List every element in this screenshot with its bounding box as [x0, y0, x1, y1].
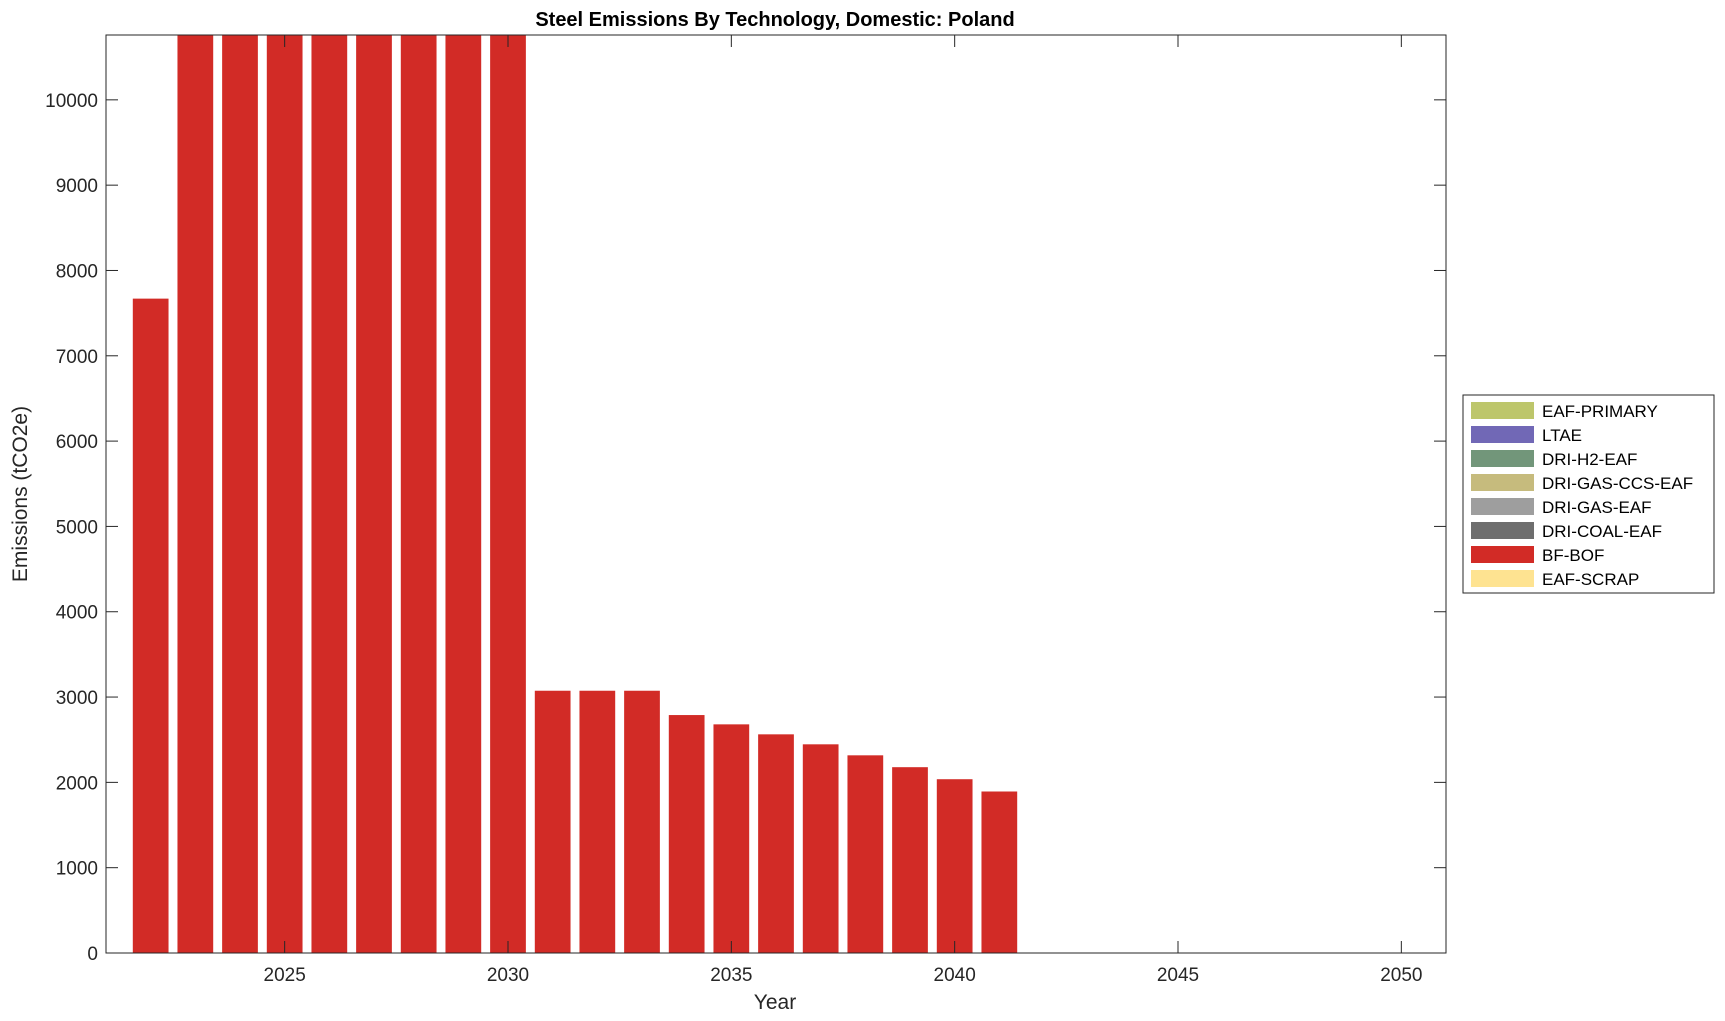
- bar-bf-bof-2033: [624, 690, 660, 953]
- legend-swatch-eaf-scrap: [1471, 570, 1534, 587]
- bar-bf-bof-2037: [802, 744, 839, 953]
- legend-swatch-dri-coal-eaf: [1471, 522, 1534, 539]
- legend-label-bf-bof: BF-BOF: [1542, 546, 1604, 565]
- legend-swatch-eaf-primary: [1471, 402, 1534, 419]
- y-tick-label: 7000: [56, 347, 98, 368]
- bar-bf-bof-2024: [222, 35, 258, 953]
- bar-bf-bof-2034: [668, 715, 705, 953]
- bar-bf-bof-2032: [579, 690, 616, 953]
- legend-label-dri-coal-eaf: DRI-COAL-EAF: [1542, 522, 1662, 541]
- y-tick-label: 10000: [45, 91, 98, 112]
- bar-bf-bof-2028: [400, 35, 437, 953]
- y-tick-label: 3000: [56, 688, 98, 709]
- bar-bf-bof-2023: [177, 35, 214, 953]
- y-tick-label: 2000: [56, 773, 98, 794]
- bar-bf-bof-2038: [847, 755, 884, 953]
- legend-label-eaf-primary: EAF-PRIMARY: [1542, 402, 1658, 421]
- bar-bf-bof-2039: [892, 767, 928, 953]
- y-tick-label: 1000: [56, 859, 98, 880]
- legend-label-dri-gas-ccs-eaf: DRI-GAS-CCS-EAF: [1542, 474, 1693, 493]
- legend: EAF-PRIMARY LTAE DRI-H2-EAF DRI-GAS-CCS-EAF…: [1462, 394, 1715, 594]
- legend-label-eaf-scrap: EAF-SCRAP: [1542, 570, 1639, 589]
- bar-bf-bof-2040: [936, 779, 973, 953]
- legend-label-ltae: LTAE: [1542, 426, 1582, 445]
- bar-bf-bof-2035: [713, 724, 750, 953]
- x-tick-label: 2025: [264, 965, 306, 986]
- plot-box: [105, 34, 1447, 954]
- bar-bf-bof-2025: [266, 35, 303, 953]
- y-tick-label: 9000: [56, 176, 98, 197]
- legend-swatch-dri-gas-eaf: [1471, 498, 1534, 515]
- legend-label-dri-gas-eaf: DRI-GAS-EAF: [1542, 498, 1652, 517]
- x-tick-label: 2045: [1157, 965, 1199, 986]
- bars: [132, 35, 1018, 953]
- y-tick-label: 5000: [56, 517, 98, 538]
- legend-swatch-dri-h2-eaf: [1471, 450, 1534, 467]
- axes: 2025 2030 2035 2040 2045 2050 0 1000 2000 3000 400…: [45, 34, 1447, 986]
- x-tick-label: 2035: [710, 965, 752, 986]
- y-tick-label: 0: [87, 944, 98, 965]
- y-axis-label: Emissions (tCO2e): [9, 406, 32, 582]
- y-tick-label: 8000: [56, 261, 98, 282]
- x-tick-label: 2030: [487, 965, 529, 986]
- bar-bf-bof-2036: [758, 734, 794, 953]
- y-tick-label: 4000: [56, 603, 98, 624]
- bar-bf-bof-2022: [132, 298, 169, 953]
- bar-bf-bof-2029: [445, 35, 482, 953]
- y-tick-label: 6000: [56, 432, 98, 453]
- x-tick-label: 2050: [1380, 965, 1422, 986]
- x-tick-label: 2040: [934, 965, 976, 986]
- bar-bf-bof-2031: [534, 690, 571, 953]
- legend-swatch-bf-bof: [1471, 546, 1534, 563]
- legend-swatch-ltae: [1471, 426, 1534, 443]
- bar-bf-bof-2027: [356, 35, 392, 953]
- bar-bf-bof-2041: [981, 791, 1018, 953]
- chart-title: Steel Emissions By Technology, Domestic:…: [535, 9, 1014, 31]
- bar-bf-bof-2030: [490, 35, 526, 953]
- legend-label-dri-h2-eaf: DRI-H2-EAF: [1542, 450, 1637, 469]
- bar-bf-bof-2026: [311, 35, 348, 953]
- x-axis-label: Year: [754, 991, 796, 1014]
- legend-swatch-dri-gas-ccs-eaf: [1471, 474, 1534, 491]
